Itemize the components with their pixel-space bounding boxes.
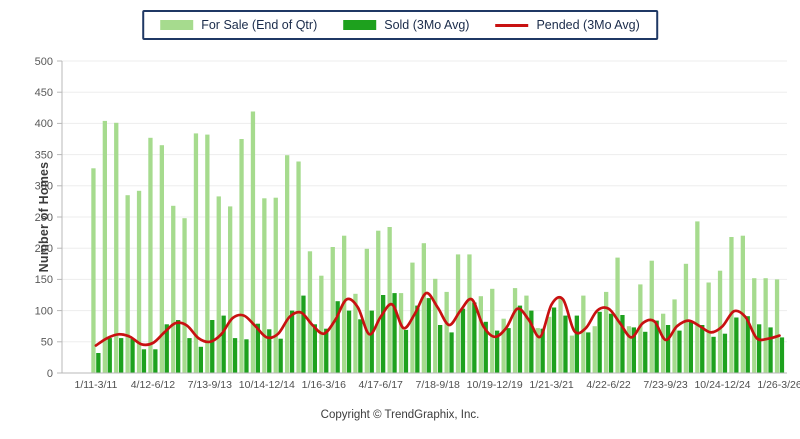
svg-text:300: 300: [35, 181, 53, 193]
svg-text:7/18-9/18: 7/18-9/18: [416, 379, 461, 391]
legend: For Sale (End of Qtr) Sold (3Mo Avg) Pen…: [142, 10, 658, 40]
svg-text:350: 350: [35, 149, 53, 161]
svg-text:150: 150: [35, 274, 53, 286]
svg-text:10/24-12/24: 10/24-12/24: [694, 379, 750, 391]
legend-item-for-sale: For Sale (End of Qtr): [160, 18, 317, 32]
legend-item-sold: Sold (3Mo Avg): [343, 18, 469, 32]
svg-text:450: 450: [35, 87, 53, 99]
legend-label-sold: Sold (3Mo Avg): [384, 18, 470, 32]
svg-text:200: 200: [35, 243, 53, 255]
for-sale-swatch: [160, 20, 194, 30]
pended-line-swatch: [495, 23, 529, 27]
svg-text:7/23-9/23: 7/23-9/23: [643, 379, 688, 391]
svg-text:1/11-3/11: 1/11-3/11: [74, 379, 117, 391]
svg-text:1/21-3/21: 1/21-3/21: [529, 379, 574, 391]
svg-text:400: 400: [35, 118, 53, 130]
svg-text:10/19-12/19: 10/19-12/19: [467, 379, 523, 391]
copyright-text: Copyright © TrendGraphix, Inc.: [320, 409, 480, 421]
svg-text:7/13-9/13: 7/13-9/13: [188, 379, 233, 391]
legend-item-pended: Pended (3Mo Avg): [495, 18, 640, 32]
svg-text:0: 0: [47, 368, 53, 380]
svg-text:50: 50: [41, 337, 53, 349]
svg-text:1/16-3/16: 1/16-3/16: [302, 379, 347, 391]
svg-text:100: 100: [35, 305, 53, 317]
y-axis-title: Number of Homes: [37, 161, 51, 273]
svg-text:500: 500: [35, 56, 53, 68]
svg-text:4/22-6/22: 4/22-6/22: [586, 379, 631, 391]
svg-text:4/17-6/17: 4/17-6/17: [359, 379, 404, 391]
sold-swatch: [343, 20, 377, 30]
svg-text:10/14-12/14: 10/14-12/14: [239, 379, 295, 391]
legend-label-pended: Pended (3Mo Avg): [536, 18, 640, 32]
svg-text:1/26-3/26: 1/26-3/26: [757, 379, 800, 391]
svg-text:4/12-6/12: 4/12-6/12: [131, 379, 176, 391]
legend-label-for-sale: For Sale (End of Qtr): [201, 18, 318, 32]
svg-text:250: 250: [35, 212, 53, 224]
